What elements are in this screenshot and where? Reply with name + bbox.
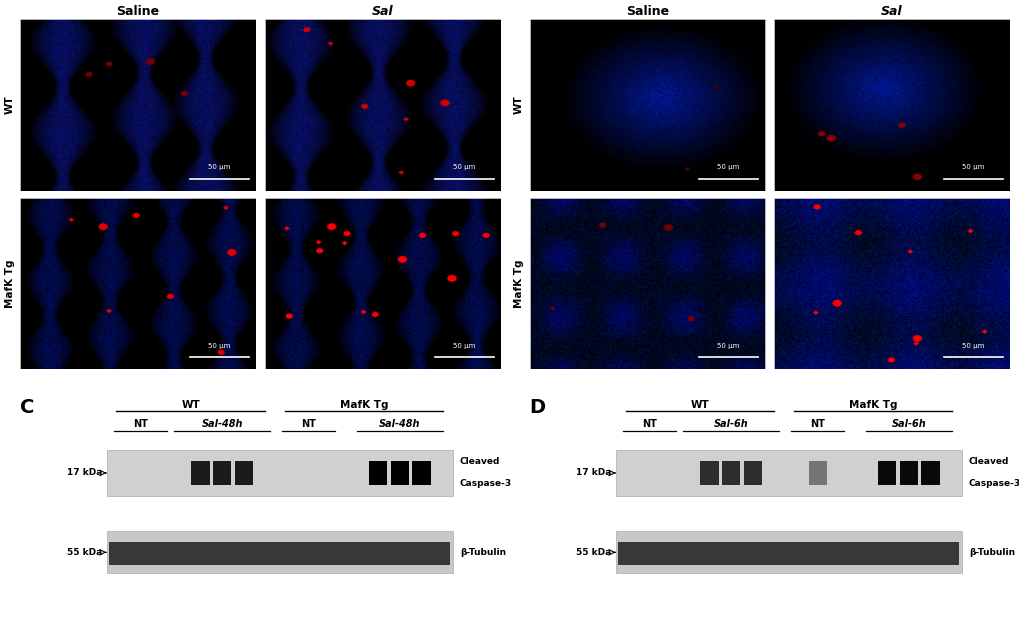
Bar: [877, 461, 896, 485]
Bar: [618, 542, 959, 565]
Text: 55 kDa: 55 kDa: [576, 548, 610, 557]
Bar: [615, 450, 961, 496]
Text: 50 μm: 50 μm: [208, 164, 230, 170]
Bar: [192, 461, 210, 485]
Text: NT: NT: [132, 419, 148, 429]
Text: Caspase-3: Caspase-3: [460, 478, 512, 487]
Bar: [700, 461, 718, 485]
Text: NT: NT: [301, 419, 316, 429]
Text: 50 μm: 50 μm: [208, 343, 230, 348]
Y-axis label: MafK Tg: MafK Tg: [5, 259, 15, 308]
Text: 50 μm: 50 μm: [716, 343, 739, 348]
Text: WT: WT: [181, 400, 200, 410]
Bar: [899, 461, 917, 485]
Title: Sal: Sal: [880, 5, 902, 18]
Bar: [107, 531, 452, 574]
Text: NT: NT: [809, 419, 824, 429]
Text: 50 μm: 50 μm: [452, 164, 475, 170]
Text: 50 μm: 50 μm: [961, 343, 983, 348]
Bar: [743, 461, 761, 485]
Text: Caspase-3: Caspase-3: [968, 478, 1019, 487]
Text: β-Tubulin: β-Tubulin: [460, 548, 505, 557]
Bar: [107, 450, 452, 496]
Bar: [369, 461, 387, 485]
Bar: [615, 531, 961, 574]
Y-axis label: WT: WT: [514, 96, 524, 114]
Text: Sal-6h: Sal-6h: [713, 419, 748, 429]
Bar: [213, 461, 231, 485]
Bar: [920, 461, 938, 485]
Text: Cleaved: Cleaved: [460, 457, 499, 466]
Y-axis label: WT: WT: [5, 96, 15, 114]
Title: Saline: Saline: [625, 5, 668, 18]
Text: C: C: [20, 398, 35, 417]
Text: 55 kDa: 55 kDa: [66, 548, 102, 557]
Text: D: D: [529, 398, 545, 417]
Text: 17 kDa: 17 kDa: [575, 468, 610, 477]
Bar: [109, 542, 449, 565]
Text: 50 μm: 50 μm: [961, 164, 983, 170]
Title: Sal: Sal: [372, 5, 393, 18]
Text: Sal-48h: Sal-48h: [201, 419, 243, 429]
Text: MafK Tg: MafK Tg: [339, 400, 387, 410]
Text: 17 kDa: 17 kDa: [66, 468, 102, 477]
Bar: [390, 461, 409, 485]
Bar: [808, 461, 826, 485]
Text: NT: NT: [642, 419, 656, 429]
Text: Sal-48h: Sal-48h: [379, 419, 420, 429]
Text: β-Tubulin: β-Tubulin: [968, 548, 1014, 557]
Text: MafK Tg: MafK Tg: [848, 400, 897, 410]
Text: WT: WT: [690, 400, 708, 410]
Text: Cleaved: Cleaved: [968, 457, 1009, 466]
Text: 50 μm: 50 μm: [452, 343, 475, 348]
Text: 50 μm: 50 μm: [716, 164, 739, 170]
Bar: [234, 461, 253, 485]
Bar: [412, 461, 430, 485]
Bar: [721, 461, 740, 485]
Title: Saline: Saline: [116, 5, 160, 18]
Text: Sal-6h: Sal-6h: [891, 419, 925, 429]
Y-axis label: MafK Tg: MafK Tg: [514, 259, 524, 308]
